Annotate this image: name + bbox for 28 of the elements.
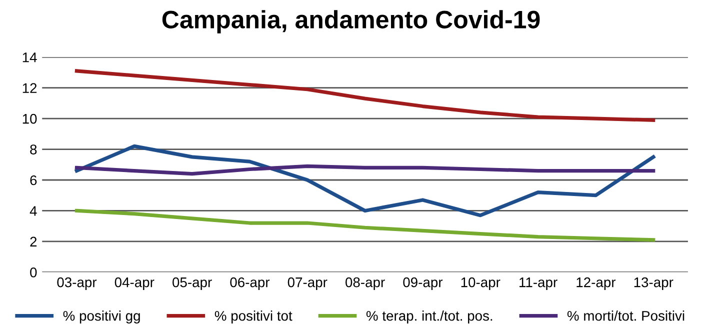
y-tick-label: 2 xyxy=(30,236,37,246)
x-tick-label: 09-apr xyxy=(403,277,443,290)
line-series xyxy=(74,164,656,176)
legend-label: % positivi tot xyxy=(214,310,292,324)
x-tick-label: 12-apr xyxy=(576,277,616,290)
y-tick-label: 8 xyxy=(30,144,37,154)
y-tick-label: 12 xyxy=(22,83,37,93)
y-tick-label: 6 xyxy=(30,175,37,186)
legend-label: % terap. int./tot. pos. xyxy=(366,310,492,324)
x-tick-label: 06-apr xyxy=(230,277,270,290)
legend-label: % positivi gg xyxy=(63,310,140,324)
x-tick-label: 10-apr xyxy=(461,277,500,290)
line-series xyxy=(74,208,656,242)
x-tick-label: 07-apr xyxy=(288,277,328,290)
y-tick-label: 4 xyxy=(30,206,37,216)
line-series xyxy=(74,144,656,218)
chart-title: Campania, andamento Covid-19 xyxy=(162,10,540,34)
x-tick-label: 11-apr xyxy=(520,278,558,290)
x-tick-label: 08-apr xyxy=(346,277,385,290)
y-tick-label: 14 xyxy=(22,52,37,62)
y-tick-label: 10 xyxy=(22,114,37,124)
x-tick-label: 03-apr xyxy=(57,277,97,290)
x-tick-label: 13-apr xyxy=(634,277,674,290)
x-tick-label: 05-apr xyxy=(172,277,212,290)
legend-label: % morti/tot. Positivi xyxy=(567,310,684,321)
y-tick-label: 0 xyxy=(30,267,37,278)
line-series xyxy=(74,69,656,122)
x-tick-label: 04-apr xyxy=(114,277,154,290)
